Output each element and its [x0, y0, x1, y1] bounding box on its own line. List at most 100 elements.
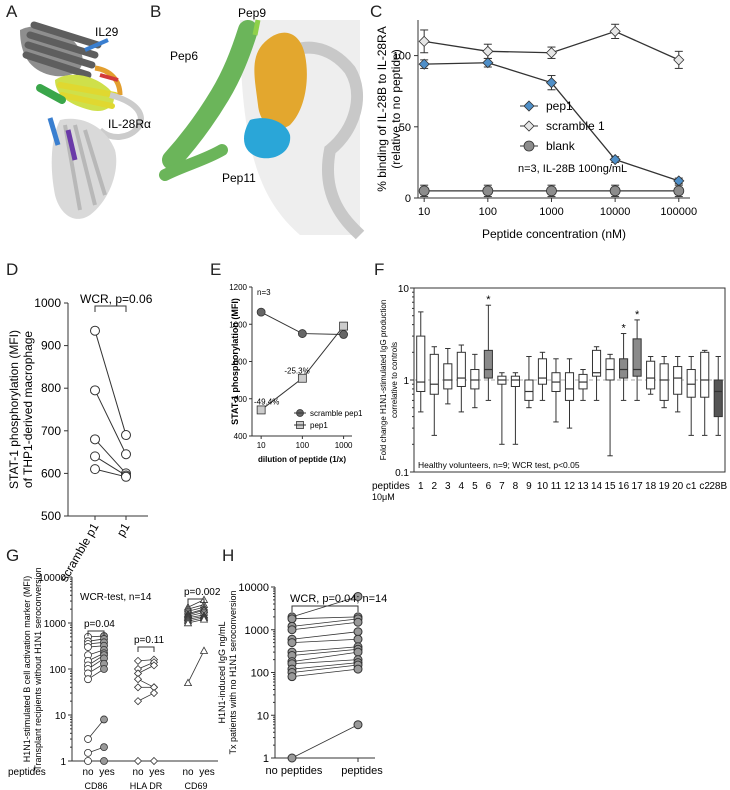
y-tick-label: 10000 [238, 582, 269, 594]
x-prefix: peptides [372, 481, 410, 492]
box-28B [713, 379, 723, 418]
x-tick-label: 12 [564, 481, 576, 492]
box-16 [619, 358, 629, 379]
y-tick-label: 10 [398, 284, 410, 295]
x-tick-label: 100000 [660, 206, 697, 218]
significance-bracket [187, 598, 205, 604]
y-tick-label: 700 [41, 424, 61, 438]
x-axis-label: dilution of peptide (1/x) [258, 455, 346, 464]
x-tick-label: 28B [709, 481, 727, 492]
label-il28ra: IL-28Rα [108, 117, 151, 131]
legend-marker [523, 100, 535, 112]
y-tick-label: 1000 [34, 296, 61, 310]
data-point [287, 625, 297, 635]
x-tick-label: 8 [513, 481, 519, 492]
x-tick-label: 7 [499, 481, 505, 492]
x-tick-label: yes [149, 767, 165, 778]
pair-line [291, 648, 359, 656]
y-tick-label: 900 [41, 339, 61, 353]
legend-label: scramble pep1 [310, 409, 363, 418]
y-tick-label: 1200 [229, 283, 247, 292]
data-point [353, 647, 363, 657]
data-point-scramble-pep1 [297, 329, 307, 338]
x-tick-label: 10 [537, 481, 549, 492]
panel-letter-e: E [210, 260, 222, 279]
box-c2 [700, 351, 710, 398]
data-point-scramble-1 [609, 25, 621, 37]
x-prefix-2: 10μM [372, 492, 395, 502]
p-value: p=0.11 [134, 635, 165, 646]
pair-line [291, 631, 359, 640]
p-value: p=0.002 [184, 587, 221, 598]
label-pep9: Pep9 [238, 6, 266, 20]
box-3 [443, 363, 453, 390]
panel-letter-c: C [370, 2, 383, 21]
box-2 [429, 353, 439, 395]
x-tick-label: 20 [672, 481, 684, 492]
x-tick-label: peptides [341, 765, 383, 777]
legend-label: pep1 [546, 99, 573, 113]
panel-letter-f: F [374, 260, 385, 279]
data-point-scramble-pep1 [256, 307, 266, 317]
significance-bracket [87, 630, 105, 636]
data-point-yes [149, 756, 159, 766]
data-point-pep1 [418, 58, 430, 70]
x-tick-label: 15 [605, 481, 617, 492]
y-axis-label-2: Transplant recipients without H1N1 seroc… [33, 567, 43, 770]
data-point-scramble-pep1 [339, 330, 348, 339]
box-12 [564, 372, 575, 401]
pair-line [94, 438, 127, 474]
pair-line [291, 618, 359, 627]
y-axis-label: STAT-1 phosphorylation (MFI) [230, 298, 240, 425]
data-point-blank [546, 185, 557, 197]
x-tick-label: no [82, 767, 94, 778]
y-tick-label: 1 [263, 753, 269, 765]
data-point-scramble-1 [545, 47, 558, 59]
data-point-no [84, 748, 92, 757]
y-axis-label: STAT-1 phosphorylation (MFI) [7, 330, 21, 489]
box-14 [591, 349, 602, 377]
data-point-yes [199, 646, 209, 654]
panel-letter-a: A [6, 2, 18, 21]
y-tick-label: 1000 [44, 619, 67, 630]
pair-line [291, 724, 359, 759]
annotation-g: WCR-test, n=14 [80, 592, 152, 603]
x-axis-label: Peptide concentration (nM) [482, 227, 626, 241]
data-point-yes [100, 715, 108, 724]
data-point-scramble-1 [482, 45, 494, 57]
y-tick-label: 1 [403, 376, 409, 387]
x-tick-label: 2 [432, 481, 438, 492]
data-point [90, 434, 100, 445]
y-tick-label: 600 [41, 466, 61, 480]
x-tick-label: 1 [418, 481, 424, 492]
data-point-no [133, 683, 143, 692]
x-tick-label: 1000 [335, 441, 353, 450]
panel-letter-d: D [6, 260, 19, 279]
x-tick-label: 17 [632, 481, 644, 492]
group-label: HLA DR [130, 781, 163, 790]
data-point [353, 664, 363, 674]
data-point [287, 753, 297, 763]
data-point [90, 325, 100, 336]
pair-line [87, 719, 105, 740]
data-point-scramble-1 [418, 35, 430, 47]
data-label: -49.4% [254, 397, 279, 406]
box-20 [673, 366, 683, 395]
data-point-yes [100, 743, 108, 752]
box-6 [483, 349, 493, 379]
panel-letter-b: B [150, 2, 162, 21]
box-4 [456, 351, 466, 387]
x-tick-label: 9 [526, 481, 532, 492]
data-point [353, 720, 363, 730]
data-point [90, 464, 100, 475]
pair-line [94, 455, 127, 476]
data-point-blank [482, 185, 494, 197]
annotation-f: Healthy volunteers, n=9; WCR test, p<0.0… [418, 460, 580, 470]
box-17 [632, 338, 642, 377]
box-10 [537, 358, 548, 385]
data-point-no [84, 643, 92, 651]
y-tick-label: 800 [234, 358, 248, 367]
significance-star: * [486, 294, 491, 306]
data-point-pep1 [482, 57, 494, 69]
x-tick-label: 3 [445, 481, 451, 492]
